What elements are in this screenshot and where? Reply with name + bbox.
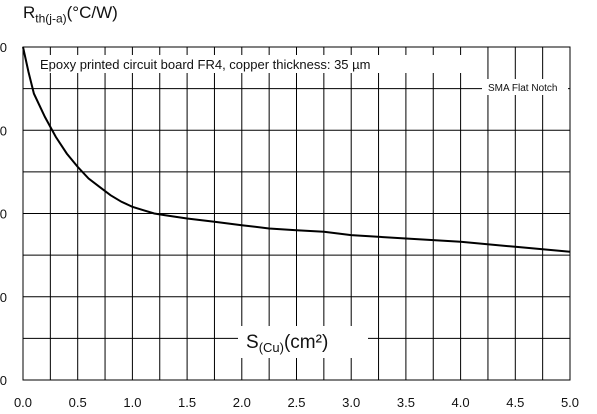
y-axis-label-main: R (23, 3, 36, 22)
x-axis-label-unit: (cm²) (284, 332, 328, 353)
y-axis-label-unit: (°C/W) (66, 3, 118, 22)
legend-background (482, 79, 568, 95)
x-tick-label: 2.5 (287, 395, 305, 410)
x-tick-label: 3.0 (342, 395, 360, 410)
x-tick-label: 1.0 (123, 395, 141, 410)
annotation-background (34, 55, 464, 73)
x-tick-label: 4.5 (506, 395, 524, 410)
x-tick-label: 3.5 (397, 395, 415, 410)
y-tick-label: 100 (0, 207, 7, 222)
x-axis-label-main: S (246, 332, 259, 353)
annotation-text: Epoxy printed circuit board FR4, copper … (40, 57, 370, 72)
x-tick-label: 1.5 (178, 395, 196, 410)
y-tick-label: 200 (0, 40, 7, 55)
x-tick-label: 0.5 (69, 395, 87, 410)
series-line (22, 46, 571, 253)
plot-frame (22, 46, 571, 381)
x-axis-label-sub: (Cu) (259, 340, 284, 355)
x-tick-labels: 0.0 0.5 1.0 1.5 2.0 2.5 3.0 3.5 4.0 4.5 5.0 (14, 395, 579, 410)
x-axis-label: S(Cu)(cm²) (246, 332, 328, 355)
legend-entry: SMA Flat Notch (488, 83, 557, 94)
x-axis-label-background (238, 326, 368, 358)
x-tick-label: 5.0 (561, 395, 579, 410)
y-tick-label: 0 (0, 373, 7, 388)
y-axis-label-sub: th(j-a) (35, 11, 67, 26)
y-axis-label: Rth(j-a)(°C/W) (23, 3, 118, 25)
x-tick-label: 2.0 (233, 395, 251, 410)
y-tick-label: 50 (0, 290, 7, 305)
y-tick-labels: 0 50 100 150 200 (0, 40, 7, 388)
x-tick-label: 4.0 (452, 395, 470, 410)
y-tick-label: 150 (0, 123, 7, 138)
x-tick-label: 0.0 (14, 395, 32, 410)
